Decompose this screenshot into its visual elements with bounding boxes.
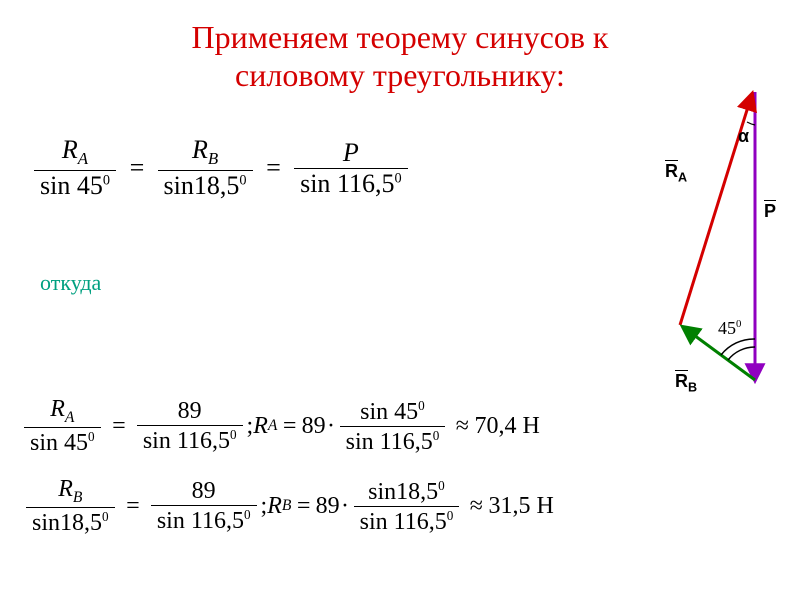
label-RB: RB	[675, 370, 697, 395]
label-alpha: α	[738, 126, 749, 147]
equation-sine-law: RA sin 450 = RB sin18,50 = P sin 116,50	[30, 135, 412, 201]
title-line2: силовому треугольнику:	[235, 57, 565, 93]
whence-label: откуда	[40, 270, 101, 296]
label-P: P	[764, 200, 776, 222]
frac-RB: RB sin18,50	[158, 135, 253, 201]
label-RA: RA	[665, 160, 687, 185]
equation-RB-solution: RB sin18,50 = 89 sin 116,50 ; RB = 89 · …	[22, 475, 554, 537]
frac-P: P sin 116,50	[294, 138, 408, 199]
diagram-svg	[590, 80, 790, 460]
frac-RA: RA sin 450	[34, 135, 116, 201]
equation-RA-solution: RA sin 450 = 89 sin 116,50 ; RA = 89 · s…	[20, 395, 540, 457]
title-line1: Применяем теорему синусов к	[192, 19, 609, 55]
label-45deg: 450	[718, 318, 741, 339]
force-triangle-diagram: α RA P 450 RB	[590, 80, 790, 460]
angle-45-arc	[728, 347, 755, 360]
